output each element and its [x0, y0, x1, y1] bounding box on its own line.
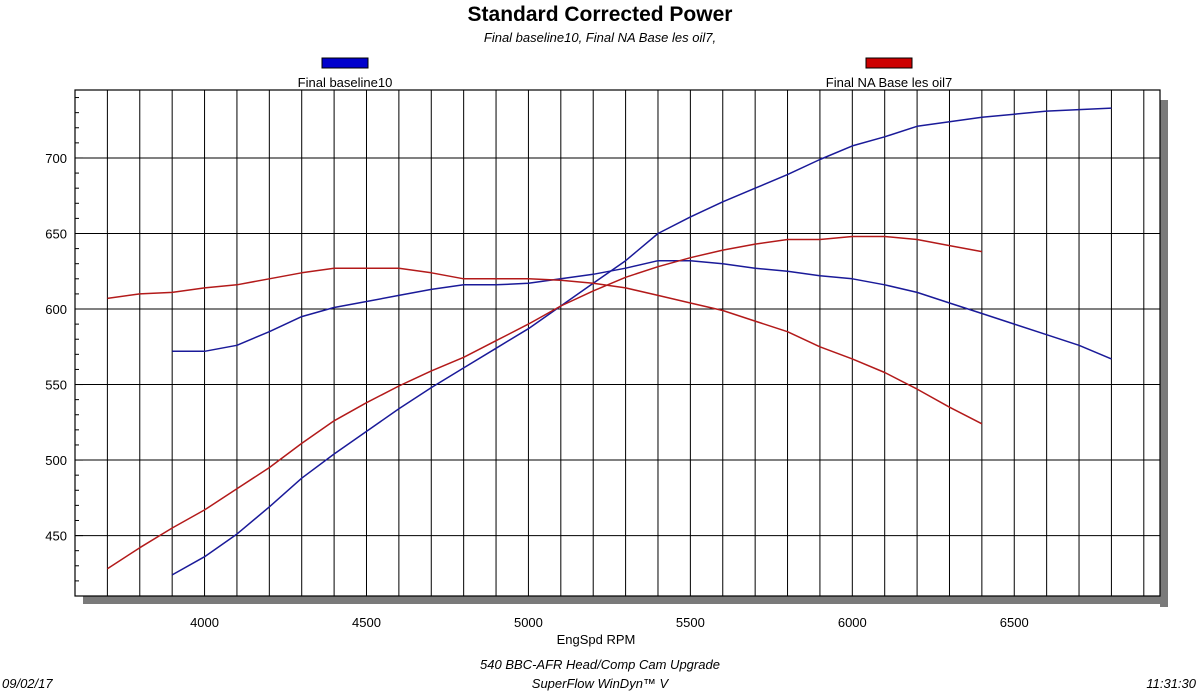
y-tick-label: 500 [45, 453, 67, 468]
legend-swatch [321, 57, 369, 69]
chart-subtitle: Final baseline10, Final NA Base les oil7… [484, 30, 716, 45]
legend-label: Final NA Base les oil7 [826, 75, 952, 90]
plot-border [74, 89, 1161, 597]
x-tick-label: 4000 [190, 615, 219, 630]
series-lines [106, 107, 1112, 576]
legend-swatch [865, 57, 913, 69]
y-tick-label: 650 [45, 226, 67, 241]
series-line-final-baseline10-power [171, 107, 1112, 576]
tick-labels: 450 500 550 600 650 700 4000 4500 5000 5500 6000 65… [45, 151, 1028, 630]
x-tick-label: 6000 [838, 615, 867, 630]
chart-title: Standard Corrected Power [468, 3, 733, 26]
legend: Final baseline10 Final NA Base les oil7 [298, 57, 952, 90]
series-line-final-na-base-les-oil7-power [106, 235, 983, 570]
plot-shadow-right [1160, 100, 1168, 607]
x-tick-label: 5500 [676, 615, 705, 630]
x-tick-label: 4500 [352, 615, 381, 630]
series-line-final-na-base-les-oil7-torque [107, 267, 983, 425]
y-tick-label: 600 [45, 302, 67, 317]
footer-time: 11:31:30 [1146, 676, 1196, 691]
x-tick-label: 6500 [1000, 615, 1029, 630]
x-axis-label: EngSpd RPM [557, 632, 636, 647]
x-tick-label: 5000 [514, 615, 543, 630]
y-tick-label: 700 [45, 151, 67, 166]
plot-area [75, 90, 1160, 596]
footer-test-title: 540 BBC-AFR Head/Comp Cam Upgrade [480, 657, 720, 672]
footer-software: SuperFlow WinDyn™ V [532, 676, 670, 691]
plot-shadow-bottom [83, 596, 1168, 604]
plot-shadow [83, 100, 1168, 607]
series-line-final-baseline10-torque [172, 259, 1112, 360]
footer-date: 09/02/17 [2, 676, 53, 691]
axis-frame [74, 89, 1161, 597]
legend-label: Final baseline10 [298, 75, 393, 90]
y-tick-label: 450 [45, 529, 67, 544]
y-tick-label: 550 [45, 378, 67, 393]
